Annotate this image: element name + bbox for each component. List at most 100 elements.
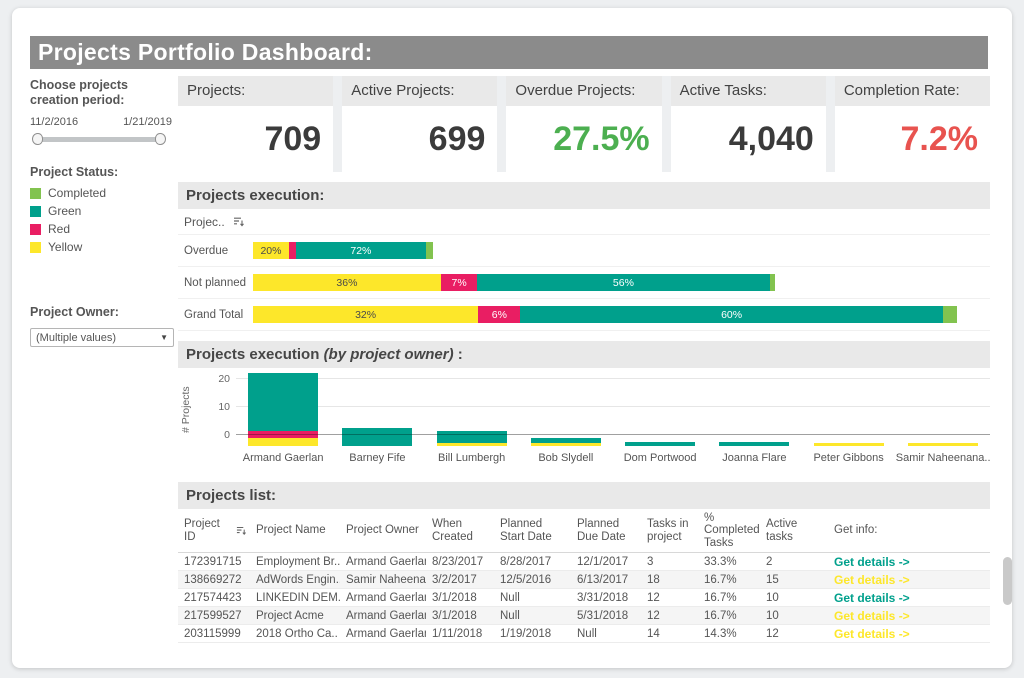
- bar-segment-red[interactable]: 6%: [478, 306, 521, 323]
- bar-segment-red[interactable]: 7%: [440, 274, 478, 291]
- bar-segment-green[interactable]: 60%: [520, 306, 943, 323]
- legend-item-yellow[interactable]: Yellow: [30, 238, 180, 256]
- kpi-value: 27.5%: [553, 119, 650, 158]
- status-legend-label: Project Status:: [30, 165, 119, 179]
- table-cell: 138669272: [184, 573, 242, 586]
- table-cell: 2018 Ortho Ca..: [256, 627, 338, 640]
- table-cell: 203115999: [184, 627, 241, 640]
- owner-bar-slot: [896, 368, 990, 446]
- bar-segment-green[interactable]: [719, 441, 790, 446]
- table-cell: 16.7%: [704, 591, 737, 604]
- table-cell: 6/13/2017: [577, 573, 629, 586]
- table-cell: 3/1/2018: [432, 609, 477, 622]
- kpi-value-area: 699: [342, 106, 498, 172]
- get-details-link[interactable]: Get details ->: [834, 554, 910, 569]
- period-filter-label: Choose projects creation period:: [30, 78, 128, 107]
- bar-segment-yellow[interactable]: [530, 443, 601, 446]
- bar-segment-completed[interactable]: [942, 306, 957, 323]
- exec-section: Projects execution: Projec.. Overdue 20% 7…: [178, 182, 990, 331]
- owner-bar-joanna-flare: [719, 441, 790, 446]
- chevron-down-icon[interactable]: ▼: [160, 333, 168, 342]
- table-cell: 15: [766, 573, 779, 586]
- owner-chart: # Projects 0 10 20 Armand Gaerlan Barney Fi…: [178, 368, 991, 472]
- table-scrollbar[interactable]: [1003, 557, 1012, 649]
- table-cell: 217599527: [184, 609, 242, 622]
- get-details-link[interactable]: Get details ->: [834, 572, 910, 587]
- y-tick-label: 20: [218, 373, 230, 385]
- table-row[interactable]: 138669272 AdWords Engin.. Samir Naheena.. 3…: [178, 571, 990, 589]
- exec-chart: Projec.. Overdue 20% 72% Not planned 36% 7% 56…: [178, 209, 990, 331]
- table-cell: 12: [647, 609, 660, 622]
- bar-segment-green[interactable]: [530, 437, 601, 444]
- legend-item-completed[interactable]: Completed: [30, 184, 180, 202]
- bar-segment-red[interactable]: [288, 242, 297, 259]
- slider-handle-left[interactable]: [32, 133, 43, 145]
- projects-table: Project ID Project Name Project Owner When …: [178, 509, 1012, 643]
- sort-icon[interactable]: [236, 525, 246, 536]
- table-cell: Samir Naheena..: [346, 573, 426, 586]
- legend-item-red[interactable]: Red: [30, 220, 180, 238]
- kpi-value-area: 4,040: [670, 106, 826, 172]
- table-row[interactable]: 217574423 LINKEDIN DEM.. Armand Gaerlan 3/1…: [178, 589, 990, 607]
- page-title: Projects Portfolio Dashboard:: [30, 36, 988, 69]
- table-row[interactable]: 203115999 2018 Ortho Ca.. Armand Gaerlan 1/…: [178, 625, 990, 643]
- owner-bar-slot: [519, 368, 613, 446]
- owner-bar-armand-gaerlan: [248, 373, 319, 446]
- table-cell: Get details ->: [828, 627, 990, 641]
- bar-segment-yellow[interactable]: [436, 443, 507, 446]
- bar-segment-yellow[interactable]: 36%: [253, 274, 441, 291]
- owner-bar-peter-gibbons: [813, 443, 884, 446]
- bar-segment-yellow[interactable]: 20%: [253, 242, 289, 259]
- gridline: [236, 434, 990, 435]
- owner-bar-slot: [707, 368, 801, 446]
- legend-item-green[interactable]: Green: [30, 202, 180, 220]
- table-cell: 14.3%: [704, 627, 737, 640]
- owner-section: Projects execution (by project owner) : …: [178, 341, 991, 472]
- owner-dropdown[interactable]: (Multiple values) ▼: [30, 328, 174, 347]
- exec-row-overdue: Overdue 20% 72%: [178, 235, 990, 267]
- scrollbar-thumb[interactable]: [1003, 557, 1012, 605]
- sort-icon[interactable]: [233, 216, 244, 227]
- table-cell: 10: [766, 609, 779, 622]
- bar-segment-yellow[interactable]: 32%: [253, 306, 479, 323]
- status-swatch: [30, 241, 41, 253]
- bar-segment-green[interactable]: [248, 373, 319, 431]
- kpi-value: 4,040: [728, 119, 814, 158]
- kpi-label: Active Tasks:: [670, 76, 826, 106]
- slider-track[interactable]: [36, 137, 162, 142]
- exec-row-grand-total: Grand Total 32% 6% 60%: [178, 299, 990, 331]
- bar-segment-green[interactable]: [436, 430, 507, 444]
- bar-segment-red[interactable]: [248, 430, 319, 438]
- bar-segment-green[interactable]: 72%: [296, 242, 426, 259]
- owner-bar-barney-fife: [342, 427, 413, 446]
- owner-bar-slot: [802, 368, 896, 446]
- bar-segment-completed[interactable]: [769, 274, 775, 291]
- bar-segment-green[interactable]: 56%: [477, 274, 770, 291]
- slider-handle-right[interactable]: [155, 133, 166, 145]
- bar-segment-completed[interactable]: [425, 242, 433, 259]
- period-range-slider[interactable]: [32, 132, 166, 146]
- owner-bar-samir-naheenana: [907, 443, 978, 446]
- kpi-row: Projects: 709 Active Projects: 699 Overdue P…: [178, 76, 991, 172]
- exec-bar-area: 36% 7% 56%: [253, 274, 990, 291]
- bar-segment-yellow[interactable]: [907, 443, 978, 446]
- bar-segment-yellow[interactable]: [813, 443, 884, 446]
- table-row[interactable]: 217599527 Project Acme Armand Gaerlan 3/1/2…: [178, 607, 990, 625]
- bar-segment-green[interactable]: [342, 427, 413, 446]
- get-details-link[interactable]: Get details ->: [834, 590, 910, 605]
- table-row[interactable]: 172391715 Employment Br.. Armand Gaerlan 8/…: [178, 553, 990, 571]
- kpi-value: 709: [264, 119, 322, 158]
- table-cell: 10: [766, 591, 779, 604]
- table-cell: 12/1/2017: [577, 555, 629, 568]
- legend-label: Red: [48, 222, 71, 236]
- exec-section-title: Projects execution:: [178, 182, 990, 209]
- owner-chart-plot: 0 10 20: [218, 368, 990, 446]
- bar-segment-yellow[interactable]: [248, 437, 319, 446]
- kpi-value-area: 709: [178, 106, 334, 172]
- x-axis-label: Bob Slydell: [538, 452, 594, 464]
- owner-section-title: Projects execution (by project owner) :: [178, 341, 990, 368]
- get-details-link[interactable]: Get details ->: [834, 608, 910, 623]
- bar-segment-green[interactable]: [625, 441, 696, 446]
- get-details-link[interactable]: Get details ->: [834, 626, 910, 641]
- dashboard-card: Projects Portfolio Dashboard: Choose pro…: [12, 8, 1012, 668]
